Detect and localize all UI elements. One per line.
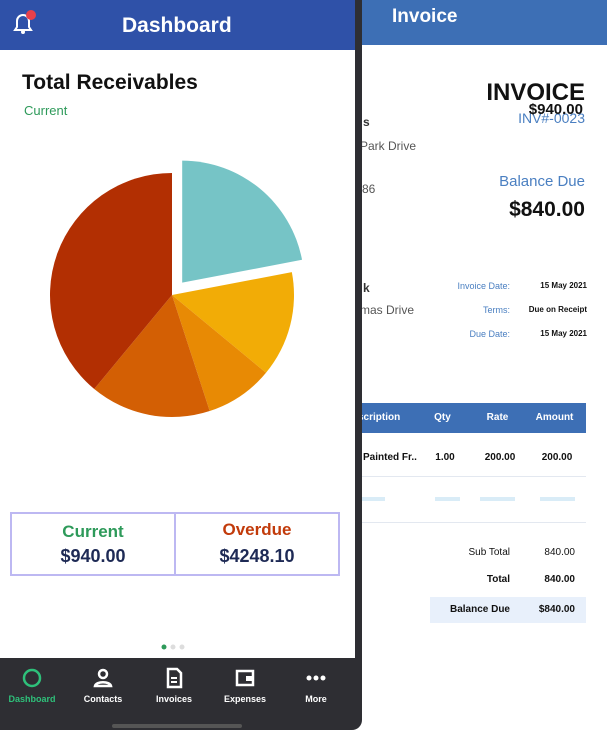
table-column: Qty: [434, 412, 451, 423]
bell-icon: [13, 10, 36, 34]
total-label: Sub Total: [468, 547, 510, 558]
invoice-panel: Invoice INVOICE INV#-0023 s Park Drive 8…: [355, 0, 607, 730]
pie-slice: [182, 160, 303, 283]
nav-label[interactable]: Contacts: [83, 694, 123, 704]
invoice-title: INVOICE: [486, 79, 585, 106]
detail-value: 15 May 2021: [540, 281, 587, 290]
pie-slice: [94, 295, 210, 417]
detail-label: Due Date:: [469, 329, 510, 339]
detail-value: Due on Receipt: [528, 305, 587, 314]
ship-line: k: [363, 281, 370, 295]
total-value: $840.00: [538, 604, 575, 615]
detail-label: Invoice Date:: [457, 281, 510, 291]
row-divider: [355, 476, 586, 477]
summary-divider: [174, 512, 176, 576]
summary-overdue: $4248.10: [219, 546, 295, 566]
receivables-heading: Total Receivables: [22, 71, 198, 94]
total-label: Balance Due: [449, 604, 510, 615]
nav-icon[interactable]: [163, 667, 185, 689]
page-dots: [161, 644, 185, 650]
pie-chart: [50, 160, 303, 417]
home-indicator: [112, 724, 242, 728]
table-cell: 1.00: [435, 452, 455, 463]
table-cell: Painted Fr..: [363, 452, 417, 463]
total-label: Total: [486, 574, 510, 585]
invoice-number: INV#-0023: [518, 110, 585, 126]
table-column: Amount: [535, 412, 574, 423]
pie-slice: [172, 295, 267, 412]
detail-value: 15 May 2021: [540, 329, 587, 338]
ship-line: mas Drive: [360, 303, 415, 317]
dashboard-title: Dashboard: [122, 14, 232, 37]
bottom-nav: Dashboard Contacts Invoices Expenses More: [0, 658, 355, 730]
nav-icon[interactable]: [21, 667, 43, 689]
pie-slice: [50, 173, 172, 390]
placeholder-row: [360, 497, 580, 501]
current-amount: $940.00: [528, 101, 583, 118]
summary-current-label: Current: [62, 522, 124, 541]
invoice-header-title: Invoice: [392, 6, 458, 27]
dashboard-header: [0, 0, 355, 50]
nav-icon[interactable]: [305, 667, 327, 689]
row-divider: [355, 522, 586, 523]
nav-label[interactable]: More: [305, 694, 327, 704]
total-value: 840.00: [544, 574, 575, 585]
summary-current: $940.00: [60, 546, 126, 566]
table-cell: 200.00: [484, 452, 516, 463]
invoice-header: [355, 0, 607, 45]
total-value: 840.00: [544, 547, 575, 558]
table-column: Rate: [486, 412, 509, 423]
nav-label[interactable]: Dashboard: [8, 694, 56, 704]
table-column: scription: [358, 412, 401, 423]
balance-due: $840.00: [509, 198, 585, 221]
current-label: Current: [24, 103, 68, 118]
table-header: [355, 403, 586, 433]
balance-due-label: Balance Due: [499, 173, 585, 190]
nav-label[interactable]: Invoices: [155, 694, 193, 704]
nav-icon[interactable]: [92, 667, 114, 689]
summary-overdue-label: Overdue: [222, 520, 292, 539]
client-line: s: [363, 115, 370, 129]
detail-label: Terms:: [483, 305, 510, 315]
balance-due-row-bg: [430, 597, 586, 623]
table-cell: 200.00: [541, 452, 573, 463]
nav-icon[interactable]: [234, 667, 256, 689]
nav-label[interactable]: Expenses: [223, 694, 267, 704]
client-line: 86: [362, 182, 376, 196]
client-line: Park Drive: [360, 139, 417, 153]
pie-slice: [172, 272, 295, 373]
